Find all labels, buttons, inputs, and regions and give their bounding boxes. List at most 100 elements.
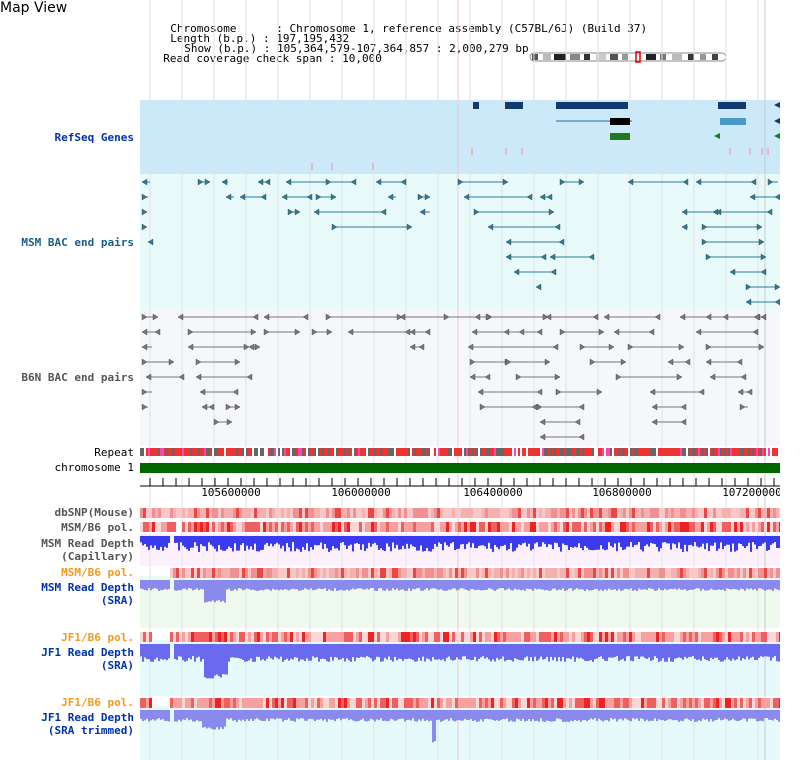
dbsnp-label[interactable]: dbSNP(Mouse)	[54, 506, 134, 519]
depth-bar	[606, 710, 608, 721]
polymorphism-segment	[581, 632, 584, 642]
polymorphism-segment	[146, 632, 149, 642]
depth-bar	[528, 536, 530, 544]
depth-bar	[194, 644, 196, 662]
depth-bar	[352, 536, 354, 552]
polymorphism-segment	[194, 632, 197, 642]
msm-depth-sra-label-1[interactable]: MSM Read Depth	[41, 581, 134, 594]
depth-bar	[464, 536, 466, 550]
polymorphism-segment	[335, 508, 338, 518]
polymorphism-segment	[698, 522, 701, 532]
depth-bar	[732, 644, 734, 659]
polymorphism-segment	[722, 632, 725, 642]
depth-bar	[264, 580, 266, 590]
polymorphism-segment	[257, 698, 260, 708]
depth-bar	[206, 644, 208, 679]
polymorphism-segment	[686, 698, 689, 708]
msm-b6-pol-label-2[interactable]: MSM/B6 pol.	[61, 566, 134, 579]
repeat-segment	[674, 448, 676, 456]
jf1-pol-label-1[interactable]: JF1/B6 pol.	[61, 631, 134, 644]
polymorphism-segment	[185, 522, 188, 532]
depth-bar	[522, 710, 524, 719]
polymorphism-segment	[587, 508, 590, 518]
polymorphism-segment	[524, 698, 527, 708]
feature-end	[252, 313, 259, 321]
jf1-depth-sra-label-1[interactable]: JF1 Read Depth	[41, 646, 134, 659]
ideogram[interactable]	[529, 51, 727, 63]
polymorphism-segment	[296, 632, 299, 642]
polymorphism-segment	[560, 522, 563, 532]
polymorphism-segment	[728, 522, 731, 532]
polymorphism-segment	[713, 568, 716, 578]
feature-end	[558, 238, 565, 246]
repeat-segment	[654, 448, 656, 456]
jf1-pol-label-2[interactable]: JF1/B6 pol.	[61, 696, 134, 709]
polymorphism-segment	[680, 508, 683, 518]
msm-depth-capillary-label-1[interactable]: MSM Read Depth	[41, 537, 134, 550]
polymorphism-segment	[533, 508, 536, 518]
depth-bar	[668, 580, 670, 590]
depth-bar	[314, 580, 316, 591]
polymorphism-segment	[392, 632, 395, 642]
feature-end	[154, 328, 161, 336]
repeat-segment	[578, 448, 580, 456]
depth-bar	[588, 710, 590, 720]
polymorphism-segment	[524, 632, 527, 642]
depth-bar	[664, 536, 666, 543]
polymorphism-segment	[758, 698, 761, 708]
depth-bar	[296, 710, 298, 719]
depth-bar	[196, 580, 198, 589]
depth-bar	[382, 536, 384, 551]
depth-bar	[628, 644, 630, 657]
depth-bar	[380, 580, 382, 589]
polymorphism-segment	[398, 632, 401, 642]
polymorphism-segment	[755, 568, 758, 578]
depth-bar	[700, 710, 702, 722]
depth-bar	[200, 580, 202, 589]
depth-bar	[278, 580, 280, 591]
msm-b6-pol-label-1[interactable]: MSM/B6 pol.	[61, 521, 134, 534]
depth-bar	[430, 644, 432, 662]
polymorphism-segment	[386, 522, 389, 532]
polymorphism-segment	[302, 632, 305, 642]
depth-bar	[714, 644, 716, 658]
b6n-bac-label[interactable]: B6N BAC end pairs	[21, 371, 134, 384]
depth-bar	[410, 710, 412, 721]
depth-bar	[316, 580, 318, 590]
genome-track-panel[interactable]: 105600000 106000000 106400000 106800000 1072…	[140, 0, 780, 760]
polymorphism-segment	[701, 698, 704, 708]
depth-bar	[492, 644, 494, 660]
depth-bar	[160, 710, 162, 720]
repeat-segment	[350, 448, 352, 456]
depth-bar	[618, 644, 620, 661]
polymorphism-segment	[311, 522, 314, 532]
depth-bar	[344, 710, 346, 719]
polymorphism-segment	[557, 698, 560, 708]
refseq-genes-label[interactable]: RefSeq Genes	[54, 131, 134, 144]
repeat-segment	[732, 448, 734, 456]
depth-bar	[142, 580, 144, 590]
depth-bar	[602, 580, 604, 591]
polymorphism-segment	[476, 522, 479, 532]
repeat-segment	[660, 448, 662, 456]
depth-bar	[462, 580, 464, 589]
depth-bar	[462, 710, 464, 721]
jf1-depth-trim-label-1[interactable]: JF1 Read Depth	[41, 711, 134, 724]
repeat-segment	[774, 448, 776, 456]
msm-bac-label[interactable]: MSM BAC end pairs	[21, 236, 134, 249]
depth-bar	[554, 536, 556, 543]
depth-bar	[692, 580, 694, 590]
depth-bar	[544, 710, 546, 722]
depth-bar	[386, 710, 388, 722]
depth-bar	[770, 710, 772, 720]
depth-bar	[514, 536, 516, 551]
polymorphism-segment	[563, 568, 566, 578]
repeat-segment	[308, 448, 310, 456]
depth-bar	[648, 644, 650, 658]
depth-bar	[476, 536, 478, 549]
repeat-segment	[762, 448, 764, 456]
feature-end	[325, 178, 332, 186]
polymorphism-segment	[704, 568, 707, 578]
polymorphism-segment	[341, 698, 344, 708]
depth-bar	[326, 710, 328, 722]
